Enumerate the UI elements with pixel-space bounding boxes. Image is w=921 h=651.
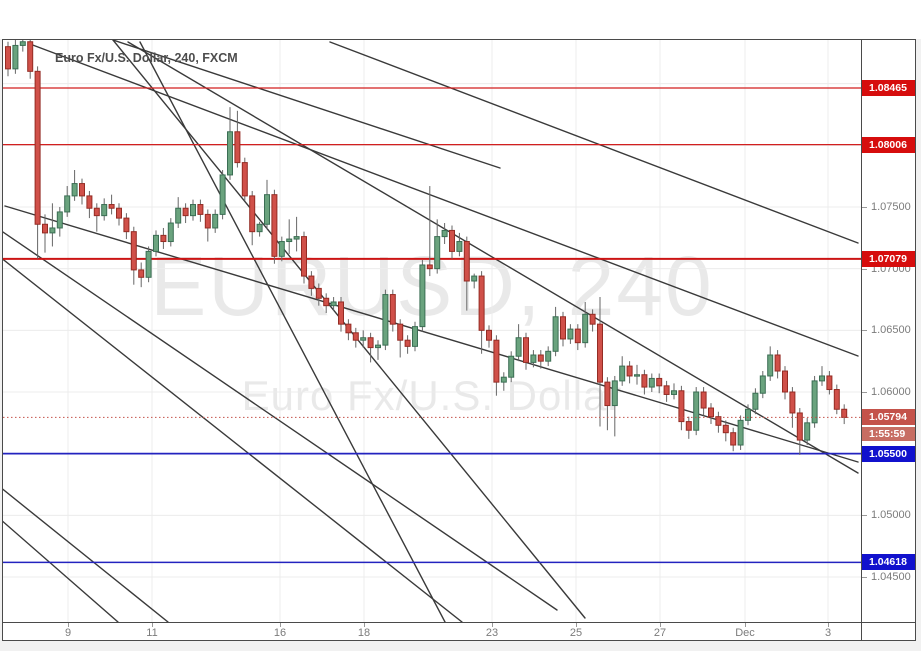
price-tick-mark: [862, 391, 867, 393]
time-tick-mark: [152, 623, 153, 627]
horizontal-level-lines[interactable]: [3, 87, 861, 564]
time-axis[interactable]: 9 11 16 18 23 25 27 Dec 3: [3, 623, 861, 640]
price-tick-label: 1.05000: [871, 509, 911, 522]
time-tick-mark: [828, 623, 829, 627]
candlestick-series[interactable]: [5, 40, 848, 455]
time-tick-mark: [68, 623, 69, 627]
time-tick-mark: [660, 623, 661, 627]
price-tick-label: 1.07500: [871, 201, 911, 213]
time-tick-mark: [364, 623, 365, 627]
chart-legend-title[interactable]: Euro Fx/U.S. Dollar, 240, FXCM: [55, 51, 238, 65]
time-tick-mark: [745, 623, 746, 627]
grid-lines: [3, 40, 861, 622]
current-price-label: 1.05794: [862, 409, 915, 426]
price-tick-label: 1.06500: [871, 324, 911, 337]
time-tick-label: 16: [273, 627, 287, 639]
price-tick-mark: [862, 515, 867, 517]
price-tick-mark: [862, 207, 867, 208]
time-tick-label: 9: [64, 627, 72, 639]
price-level-label: 1.08006: [862, 136, 915, 153]
time-tick-label: 25: [569, 627, 583, 639]
price-tick-mark: [862, 268, 867, 270]
time-tick-label: 3: [824, 627, 832, 639]
chart-panel: EURUSD, 240 Euro Fx/U.S. Dollar Euro Fx/…: [2, 39, 916, 641]
time-axis-separator: [3, 622, 915, 623]
time-tick-label: 11: [146, 627, 158, 639]
price-level-label: 1.08465: [862, 79, 915, 96]
price-level-label: 1.04618: [862, 554, 915, 571]
chart-canvas[interactable]: [3, 40, 861, 622]
bar-countdown-label: 1:55:59: [862, 427, 915, 442]
trend-lines[interactable]: [3, 40, 859, 622]
time-tick-mark: [280, 623, 281, 627]
price-axis[interactable]: 1.07500 1.07000 1.06500 1.06000 1.05000 1.045…: [862, 40, 915, 622]
price-tick-mark: [862, 576, 867, 578]
time-tick-label: 27: [653, 627, 667, 639]
price-tick-label: 1.04500: [871, 570, 911, 583]
time-tick-mark: [492, 623, 493, 627]
price-level-label: 1.05500: [862, 445, 915, 462]
chart-plot-area: EURUSD, 240 Euro Fx/U.S. Dollar Euro Fx/…: [3, 40, 861, 622]
window-top-margin: [0, 0, 921, 39]
price-level-label: 1.07079: [862, 250, 915, 267]
axis-corner-cell: [862, 623, 915, 640]
price-tick-mark: [862, 330, 867, 332]
time-tick-label: 18: [357, 627, 371, 639]
time-tick-label: 23: [485, 627, 499, 639]
time-tick-label: Dec: [735, 627, 755, 639]
price-axis-separator: [861, 40, 862, 640]
time-tick-mark: [576, 623, 577, 627]
price-tick-label: 1.06000: [871, 385, 911, 398]
